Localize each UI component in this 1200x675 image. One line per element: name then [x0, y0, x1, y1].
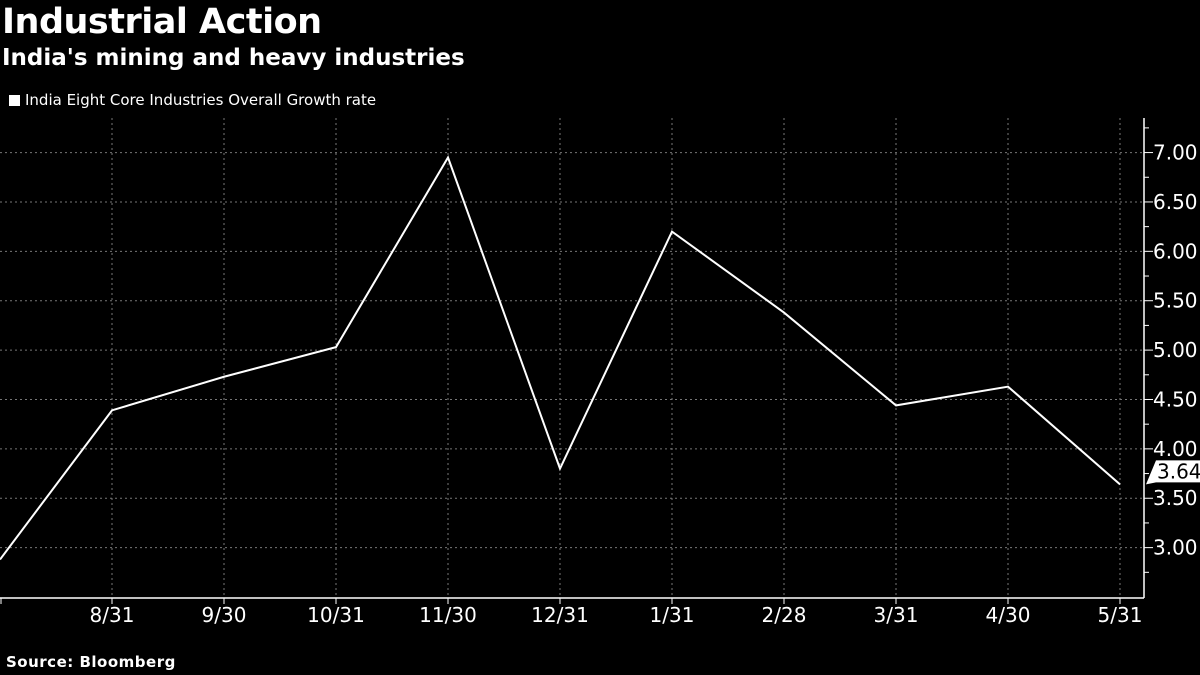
x-tick-label: 1/31: [650, 603, 695, 627]
y-tick-label: 4.00: [1153, 437, 1198, 461]
y-tick-label: 5.50: [1153, 289, 1198, 313]
x-tick-label: 3/31: [874, 603, 919, 627]
chart-subtitle: India's mining and heavy industries: [2, 45, 465, 71]
x-tick-label: 10/31: [307, 603, 365, 627]
last-value-label: 3.64: [1157, 459, 1200, 483]
x-tick-label: 2/28: [762, 603, 807, 627]
y-tick-label: 6.50: [1153, 190, 1198, 214]
x-tick-label: 9/30: [202, 603, 247, 627]
y-tick-label: 3.50: [1153, 486, 1198, 510]
legend-swatch: [9, 94, 20, 106]
chart-title: Industrial Action: [2, 2, 322, 42]
y-tick-label: 3.00: [1153, 536, 1198, 560]
y-tick-label: 6.00: [1153, 239, 1198, 263]
y-tick-label: 5.00: [1153, 338, 1198, 362]
x-tick-label: 5/31: [1098, 603, 1143, 627]
source-note: Source: Bloomberg: [6, 653, 176, 671]
last-value-marker: [1146, 460, 1200, 485]
y-tick-label: 4.50: [1153, 387, 1198, 411]
x-tick-label: 4/30: [986, 603, 1031, 627]
x-tick-label: 12/31: [531, 603, 589, 627]
y-tick-label: 7.00: [1153, 141, 1198, 165]
x-tick-label: 8/31: [90, 603, 135, 627]
x-tick-label: 11/30: [419, 603, 477, 627]
legend: India Eight Core Industries Overall Grow…: [9, 91, 376, 109]
legend-label: India Eight Core Industries Overall Grow…: [25, 91, 377, 109]
